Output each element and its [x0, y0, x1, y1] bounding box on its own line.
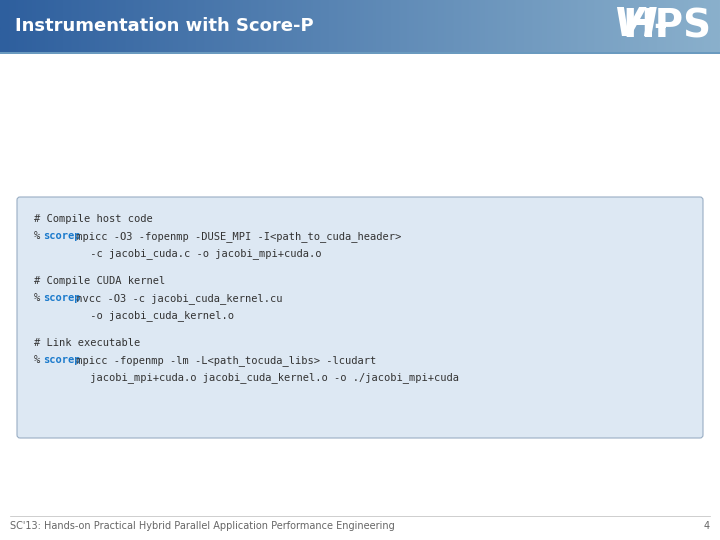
Text: # Link executable: # Link executable: [34, 338, 140, 348]
Text: %: %: [34, 293, 47, 303]
Text: HPS: HPS: [623, 8, 712, 46]
Text: jacobi_mpi+cuda.o jacobi_cuda_kernel.o -o ./jacobi_mpi+cuda: jacobi_mpi+cuda.o jacobi_cuda_kernel.o -…: [34, 372, 459, 383]
Text: scorep: scorep: [43, 231, 81, 241]
Text: 4: 4: [704, 521, 710, 531]
Text: scorep: scorep: [43, 293, 81, 303]
Text: Instrumentation with Score-P: Instrumentation with Score-P: [15, 17, 314, 35]
Text: nvcc -O3 -c jacobi_cuda_kernel.cu: nvcc -O3 -c jacobi_cuda_kernel.cu: [70, 293, 282, 304]
Text: scorep: scorep: [43, 355, 81, 365]
Bar: [0, 52, 720, 54]
Text: mpicc -O3 -fopenmp -DUSE_MPI -I<path_to_cuda_header>: mpicc -O3 -fopenmp -DUSE_MPI -I<path_to_…: [70, 231, 401, 242]
Text: # Compile host code: # Compile host code: [34, 214, 153, 224]
Text: -: -: [653, 9, 667, 42]
Text: -c jacobi_cuda.c -o jacobi_mpi+cuda.o: -c jacobi_cuda.c -o jacobi_mpi+cuda.o: [34, 248, 322, 259]
Text: -o jacobi_cuda_kernel.o: -o jacobi_cuda_kernel.o: [34, 310, 234, 321]
Text: %: %: [34, 231, 47, 241]
Text: %: %: [34, 355, 47, 365]
Text: VI: VI: [613, 6, 658, 44]
Text: mpicc -fopenmp -lm -L<path_tocuda_libs> -lcudart: mpicc -fopenmp -lm -L<path_tocuda_libs> …: [70, 355, 377, 366]
Text: SC'13: Hands-on Practical Hybrid Parallel Application Performance Engineering: SC'13: Hands-on Practical Hybrid Paralle…: [10, 521, 395, 531]
Text: # Compile CUDA kernel: # Compile CUDA kernel: [34, 276, 166, 286]
FancyBboxPatch shape: [17, 197, 703, 438]
